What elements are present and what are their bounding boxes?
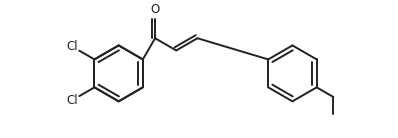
Text: Cl: Cl (67, 40, 78, 53)
Text: Cl: Cl (67, 94, 78, 107)
Text: O: O (150, 2, 160, 15)
